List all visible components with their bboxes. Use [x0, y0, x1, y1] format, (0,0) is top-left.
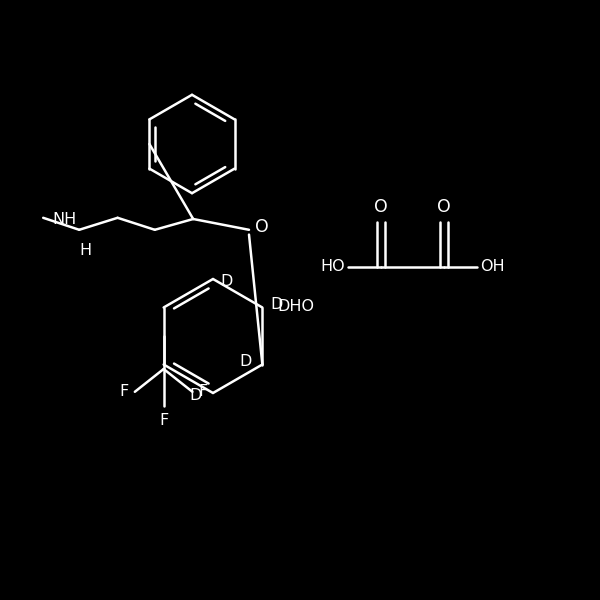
Text: D: D: [270, 297, 283, 312]
Text: OH: OH: [480, 259, 505, 274]
Text: O: O: [437, 198, 451, 216]
Text: DHO: DHO: [277, 299, 314, 314]
Text: O: O: [255, 218, 269, 236]
Text: H: H: [79, 243, 91, 258]
Text: F: F: [119, 385, 129, 400]
Text: D: D: [221, 275, 233, 289]
Text: F: F: [159, 413, 168, 428]
Text: F: F: [199, 385, 208, 400]
Text: D: D: [239, 354, 251, 369]
Text: O: O: [374, 198, 388, 216]
Text: NH: NH: [52, 212, 76, 227]
Text: D: D: [190, 389, 202, 404]
Text: HO: HO: [320, 259, 345, 274]
